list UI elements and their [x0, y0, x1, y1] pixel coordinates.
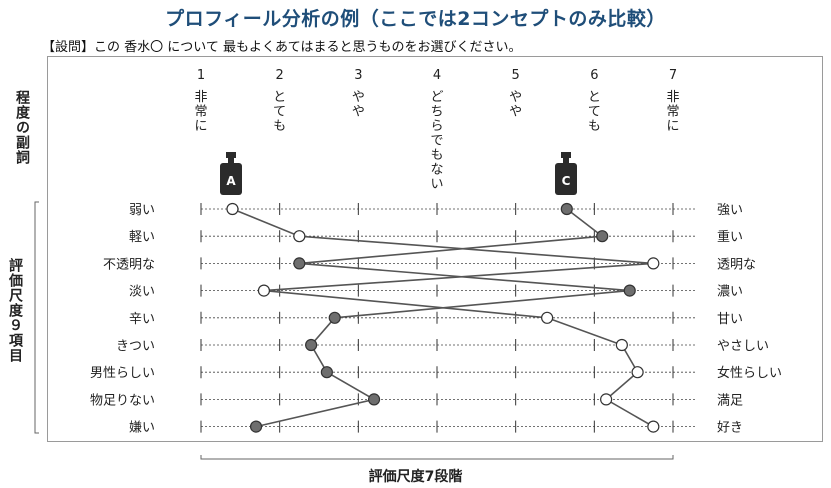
items-axis-label: 評価尺度９項目 — [7, 258, 23, 363]
series-point-a — [541, 311, 554, 324]
left-item-label: きつい — [116, 339, 155, 354]
scale-adverb-char: や — [509, 105, 522, 120]
right-item-label: 重い — [717, 229, 743, 245]
scale-adverb-char: と — [273, 90, 286, 105]
scale-adverb-char: も — [273, 119, 286, 134]
scale-axis-label: 評価尺度7段階 — [368, 469, 463, 485]
left-item-label: 弱い — [129, 203, 155, 218]
right-item-label: 女性らしい — [717, 365, 782, 381]
right-item-label: 甘い — [717, 312, 743, 327]
series-point-c — [320, 366, 333, 379]
left-item-label: 淡い — [129, 285, 155, 300]
scale-adverb-char: 常 — [194, 105, 207, 120]
scale-adverb-char: て — [273, 105, 286, 120]
series-point-c — [328, 311, 341, 324]
scale-number: 4 — [433, 68, 441, 83]
scale-adverb-char: と — [588, 90, 601, 105]
scale-adverb-char: や — [352, 105, 365, 120]
bottle-c-icon: C — [555, 152, 577, 195]
survey-question: 【設問】この 香水〇 について 最もよくあてはまると思うものをお選びください。 — [42, 40, 522, 55]
scale-adverb-char: ら — [430, 119, 443, 134]
scale-number: 1 — [197, 68, 205, 83]
series-point-a — [257, 284, 271, 297]
series-point-a — [600, 393, 613, 406]
scale-adverb-char: に — [666, 119, 679, 134]
bottle-letter: C — [562, 174, 571, 188]
scale-adverb-char: ち — [430, 105, 443, 120]
right-item-label: 好き — [717, 421, 743, 436]
scale-adverb-char: ど — [430, 90, 443, 105]
left-item-label: 嫌い — [129, 421, 155, 436]
series-point-c — [293, 257, 306, 270]
scale-adverb-char: で — [430, 134, 443, 149]
scale-number: 7 — [669, 68, 677, 83]
bottle-body — [220, 163, 242, 195]
bottle-letter: A — [226, 174, 236, 188]
scale-adverb-char: て — [588, 105, 601, 120]
scale-adverb-char: い — [430, 177, 443, 192]
series-point-c — [367, 393, 381, 406]
bottle-body — [555, 163, 577, 195]
scale-adverb-char: も — [588, 119, 601, 134]
scale-adverb-char: や — [352, 90, 365, 105]
page-title: プロフィール分析の例（ここでは2コンセプトのみ比較） — [165, 8, 666, 30]
left-bracket — [34, 201, 39, 434]
scale-adverb-char: も — [430, 148, 443, 163]
series-point-a — [226, 202, 239, 216]
series-point-a — [647, 257, 660, 270]
bottle-neck — [563, 158, 569, 163]
scale-adverb-char: や — [509, 90, 522, 105]
right-item-label: 濃い — [717, 285, 743, 300]
right-item-label: 透明な — [717, 257, 756, 272]
series-point-c — [623, 284, 636, 297]
series-point-a — [647, 420, 660, 433]
bottom-bracket — [200, 455, 674, 460]
right-item-label: 満足 — [717, 393, 743, 408]
series-point-c — [249, 420, 263, 433]
right-item-label: やさしい — [717, 339, 769, 354]
series-point-a — [293, 230, 306, 243]
bottle-cap — [561, 152, 571, 158]
scale-number: 3 — [354, 68, 362, 83]
scale-adverb-char: 非 — [666, 90, 679, 105]
adverb-axis-label: 程度の副詞 — [14, 90, 30, 165]
scale-number: 5 — [512, 68, 520, 83]
scale-adverb-char: 常 — [666, 105, 679, 120]
left-item-label: 男性らしい — [90, 366, 155, 381]
scale-number: 2 — [276, 68, 284, 83]
scale-number: 6 — [590, 68, 598, 83]
left-item-label: 物足りない — [90, 393, 155, 408]
right-item-label: 強い — [717, 203, 743, 218]
bottle-a-icon: A — [220, 152, 242, 195]
series-point-c — [596, 230, 609, 243]
scale-adverb-char: 非 — [194, 90, 207, 105]
bottle-neck — [228, 158, 234, 163]
left-item-label: 不透明な — [103, 257, 155, 272]
scale-adverb-char: に — [194, 119, 207, 134]
bottle-cap — [226, 152, 236, 158]
series-point-c — [305, 338, 318, 352]
scale-adverb-char: な — [430, 163, 443, 178]
left-item-label: 辛い — [129, 312, 155, 327]
left-item-label: 軽い — [129, 230, 155, 245]
series-point-a — [631, 366, 644, 379]
series-point-a — [615, 338, 628, 352]
chart-frame — [47, 56, 823, 442]
series-point-c — [560, 202, 573, 216]
